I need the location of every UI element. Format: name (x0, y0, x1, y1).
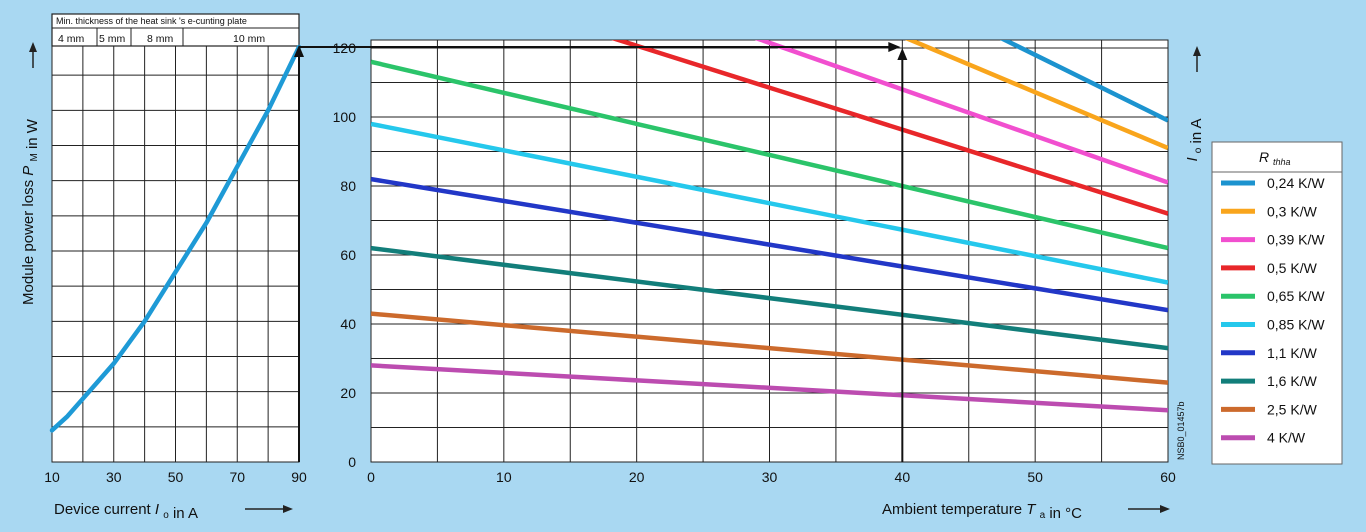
right-y-axis-arrow (1193, 46, 1201, 72)
left-x-tick-label: 50 (168, 469, 184, 485)
legend-label: 0,3 K/W (1267, 203, 1318, 219)
left-y-axis-title-text: Module power loss (20, 180, 37, 305)
right-y-tick-label: 60 (340, 247, 356, 263)
power-loss-curve (49, 44, 302, 433)
right-y-tick-label: 0 (348, 454, 356, 470)
derating-line-0-39-k-w (754, 40, 1168, 185)
legend-item: 0,65 K/W (1221, 288, 1325, 304)
right-x-tick-labels: 0 10 20 30 40 50 60 (367, 469, 1176, 485)
left-x-axis-title-text: Device current (54, 501, 152, 518)
header-cell: 4 mm (58, 33, 85, 45)
legend-item: 1,1 K/W (1221, 345, 1318, 361)
legend-label: 0,85 K/W (1267, 317, 1325, 333)
legend-item: 2,5 K/W (1221, 401, 1318, 417)
left-x-axis-title: Device current I o in A (54, 501, 198, 522)
legend-item: 0,39 K/W (1221, 232, 1325, 248)
left-y-axis-subscript: M (29, 153, 40, 161)
legend-title-symbol: R (1259, 149, 1269, 165)
annotation-up-arrowhead-2 (897, 48, 908, 61)
legend-items: 0,24 K/W 0,3 K/W 0,39 K/W 0,5 K/W 0,65 K/W 0,… (1221, 175, 1325, 446)
legend-label: 0,39 K/W (1267, 232, 1325, 248)
right-x-tick-label: 30 (762, 469, 778, 485)
figure-code: NSB0_01457b (1176, 401, 1186, 460)
heatsink-thickness-header: Min. thickness of the heat sink 's e-cun… (51, 13, 300, 47)
legend-item: 1,6 K/W (1221, 373, 1318, 389)
right-y-tick-label: 20 (340, 385, 356, 401)
right-x-tick-label: 20 (629, 469, 645, 485)
left-y-axis-unit: in W (24, 118, 41, 149)
header-cell: 8 mm (147, 33, 174, 45)
annotation-right-arrowhead (888, 42, 901, 53)
left-x-tick-label: 90 (291, 469, 307, 485)
derating-line-2-5-k-w (371, 311, 1168, 385)
annotation-up-arrowhead (294, 45, 304, 58)
right-y-axis-title: I o in A (1184, 118, 1205, 161)
legend-item: 4 K/W (1221, 430, 1306, 446)
legend-label: 1,6 K/W (1267, 373, 1318, 389)
legend: R thha 0,24 K/W 0,3 K/W 0,39 K/W 0,5 K/W 0,6… (1211, 141, 1343, 465)
left-y-axis-symbol: P (20, 166, 37, 176)
right-y-axis-subscript: o (1193, 147, 1204, 153)
right-x-tick-label: 60 (1160, 469, 1176, 485)
right-y-tick-label: 100 (333, 109, 357, 125)
right-x-tick-label: 40 (895, 469, 911, 485)
legend-label: 0,5 K/W (1267, 260, 1318, 276)
right-y-tick-label: 80 (340, 178, 356, 194)
left-x-tick-label: 10 (44, 469, 60, 485)
right-x-axis-title: Ambient temperature T a in °C (882, 501, 1082, 522)
legend-label: 1,1 K/W (1267, 345, 1318, 361)
derating-line-0-65-k-w (371, 59, 1168, 251)
derating-line-0-85-k-w (371, 121, 1168, 285)
legend-item: 0,5 K/W (1221, 260, 1318, 276)
left-x-axis-subscript: o (163, 510, 169, 521)
legend-label: 0,65 K/W (1267, 288, 1325, 304)
legend-label: 2,5 K/W (1267, 401, 1318, 417)
right-grid (370, 40, 1169, 463)
header-title: Min. thickness of the heat sink 's e-cun… (56, 16, 247, 26)
right-x-tick-label: 0 (367, 469, 375, 485)
derating-line-0-5-k-w (611, 40, 1168, 216)
header-box (51, 13, 300, 47)
right-x-axis-arrow (1128, 505, 1170, 513)
left-x-tick-labels: 10 30 50 70 90 (44, 469, 307, 485)
right-x-tick-label: 50 (1027, 469, 1043, 485)
right-x-axis-title-text: Ambient temperature (882, 501, 1022, 518)
left-x-tick-label: 30 (106, 469, 122, 485)
right-series-layer (371, 40, 1168, 413)
right-x-axis-symbol: T (1026, 501, 1037, 518)
legend-label: 0,24 K/W (1267, 175, 1325, 191)
left-y-axis-arrow (29, 42, 37, 68)
left-x-axis-symbol: I (155, 501, 159, 518)
left-x-axis-unit: in A (173, 505, 198, 522)
right-y-axis-unit: in A (1188, 118, 1205, 143)
derating-line-0-3-k-w (904, 40, 1168, 151)
left-series-layer (49, 44, 302, 433)
left-x-tick-label: 70 (229, 469, 245, 485)
legend-title-subscript: thha (1273, 157, 1291, 167)
legend-label: 4 K/W (1267, 430, 1306, 446)
header-cell: 5 mm (99, 33, 126, 45)
left-x-axis-arrow (245, 505, 293, 513)
legend-item: 0,24 K/W (1221, 175, 1325, 191)
right-x-tick-label: 10 (496, 469, 512, 485)
right-y-axis-symbol: I (1184, 157, 1201, 161)
header-cell: 10 mm (233, 33, 265, 45)
legend-item: 0,3 K/W (1221, 203, 1318, 219)
right-x-axis-subscript: a (1040, 510, 1046, 521)
derating-line-4-k-w (371, 363, 1168, 413)
legend-item: 0,85 K/W (1221, 317, 1325, 333)
derating-line-1-6-k-w (371, 245, 1168, 351)
derating-line-1-1-k-w (371, 176, 1168, 313)
left-y-axis-title: Module power loss P M in W (20, 118, 41, 305)
reading-example-path (294, 42, 908, 462)
right-x-axis-unit: in °C (1049, 505, 1082, 522)
derating-line-0-24-k-w (999, 40, 1168, 123)
right-y-tick-label: 40 (340, 316, 356, 332)
legend-title: R thha (1259, 149, 1291, 167)
left-chart: Min. thickness of the heat sink 's e-cun… (20, 13, 307, 522)
